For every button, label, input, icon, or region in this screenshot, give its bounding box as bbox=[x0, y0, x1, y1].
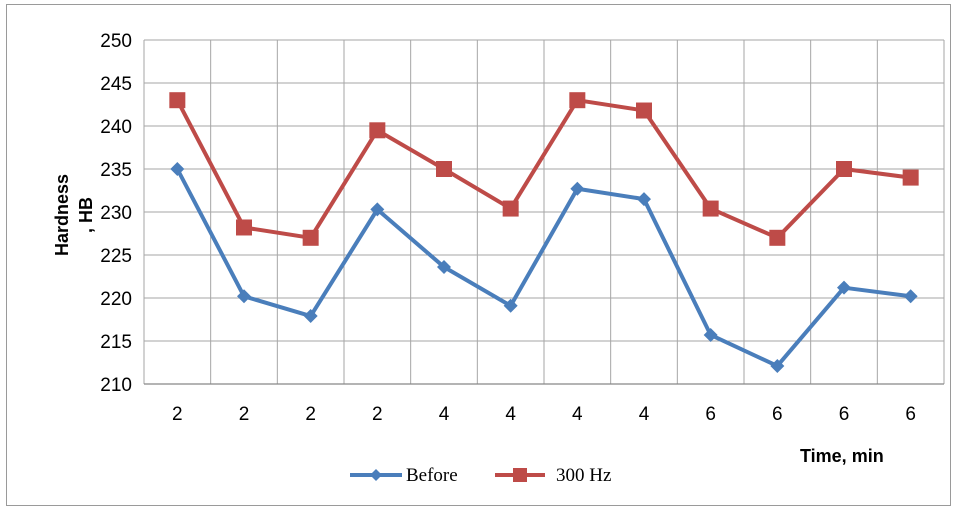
data-point-before bbox=[170, 162, 185, 176]
data-point-300hz bbox=[836, 161, 852, 177]
data-point-before bbox=[570, 181, 585, 196]
data-point-before bbox=[503, 298, 518, 313]
data-point-before bbox=[903, 289, 918, 304]
data-point-300hz bbox=[902, 169, 919, 186]
y-tick-labels: 210 215 220 225 230 235 240 245 250 bbox=[100, 31, 132, 396]
y-tick-label: 220 bbox=[100, 289, 132, 310]
x-tick-label: 2 bbox=[239, 404, 250, 425]
legend-300hz-marker bbox=[513, 468, 527, 482]
data-point-before bbox=[637, 192, 651, 207]
data-point-300hz bbox=[636, 102, 652, 119]
legend-before-label: Before bbox=[406, 465, 458, 486]
data-point-before bbox=[837, 280, 851, 295]
series-group bbox=[169, 92, 919, 373]
data-point-before bbox=[703, 327, 718, 342]
x-tick-label: 4 bbox=[572, 404, 583, 425]
y-tick-label: 230 bbox=[100, 203, 132, 224]
data-point-300hz bbox=[702, 200, 719, 217]
y-tick-label: 245 bbox=[100, 74, 132, 95]
series-line-300hz bbox=[175, 98, 911, 240]
x-tick-label: 2 bbox=[172, 404, 183, 425]
x-tick-label: 2 bbox=[305, 404, 316, 425]
y-tick-label: 250 bbox=[100, 31, 132, 52]
legend-300hz-label: 300 Hz bbox=[556, 465, 611, 486]
y-axis-title-line1: Hardness bbox=[52, 174, 72, 256]
y-tick-label: 240 bbox=[100, 117, 132, 138]
data-point-300hz bbox=[436, 161, 452, 177]
x-tick-label: 4 bbox=[439, 404, 450, 425]
data-point-300hz bbox=[302, 229, 319, 246]
y-tick-label: 215 bbox=[100, 332, 132, 353]
grid-lines bbox=[143, 39, 945, 385]
data-point-before bbox=[370, 202, 385, 217]
y-tick-label: 225 bbox=[100, 246, 132, 267]
data-point-300hz bbox=[769, 229, 786, 246]
x-tick-labels: 2 2 2 2 4 4 4 4 6 6 6 6 bbox=[172, 404, 916, 425]
data-point-300hz bbox=[569, 92, 586, 109]
legend: Before 300 Hz bbox=[350, 465, 611, 486]
x-axis-title: Time, min bbox=[800, 446, 884, 466]
x-tick-label: 4 bbox=[505, 404, 516, 425]
legend-before-marker bbox=[370, 469, 382, 481]
series-line-before bbox=[175, 168, 911, 368]
data-point-300hz bbox=[169, 92, 186, 109]
data-point-300hz bbox=[236, 219, 252, 236]
x-tick-label: 6 bbox=[705, 404, 716, 425]
data-point-before bbox=[237, 289, 251, 304]
y-axis-title-line2: , HB bbox=[76, 197, 96, 233]
data-point-300hz bbox=[369, 122, 386, 139]
x-tick-label: 2 bbox=[372, 404, 383, 425]
data-point-before bbox=[303, 309, 318, 324]
x-tick-label: 6 bbox=[839, 404, 850, 425]
x-tick-label: 6 bbox=[905, 404, 916, 425]
y-tick-label: 235 bbox=[100, 160, 132, 181]
x-tick-label: 4 bbox=[639, 404, 650, 425]
data-point-before bbox=[437, 260, 451, 275]
x-tick-label: 6 bbox=[772, 404, 783, 425]
y-tick-label: 210 bbox=[100, 375, 132, 396]
data-point-before bbox=[770, 358, 785, 373]
data-point-300hz bbox=[502, 200, 519, 217]
